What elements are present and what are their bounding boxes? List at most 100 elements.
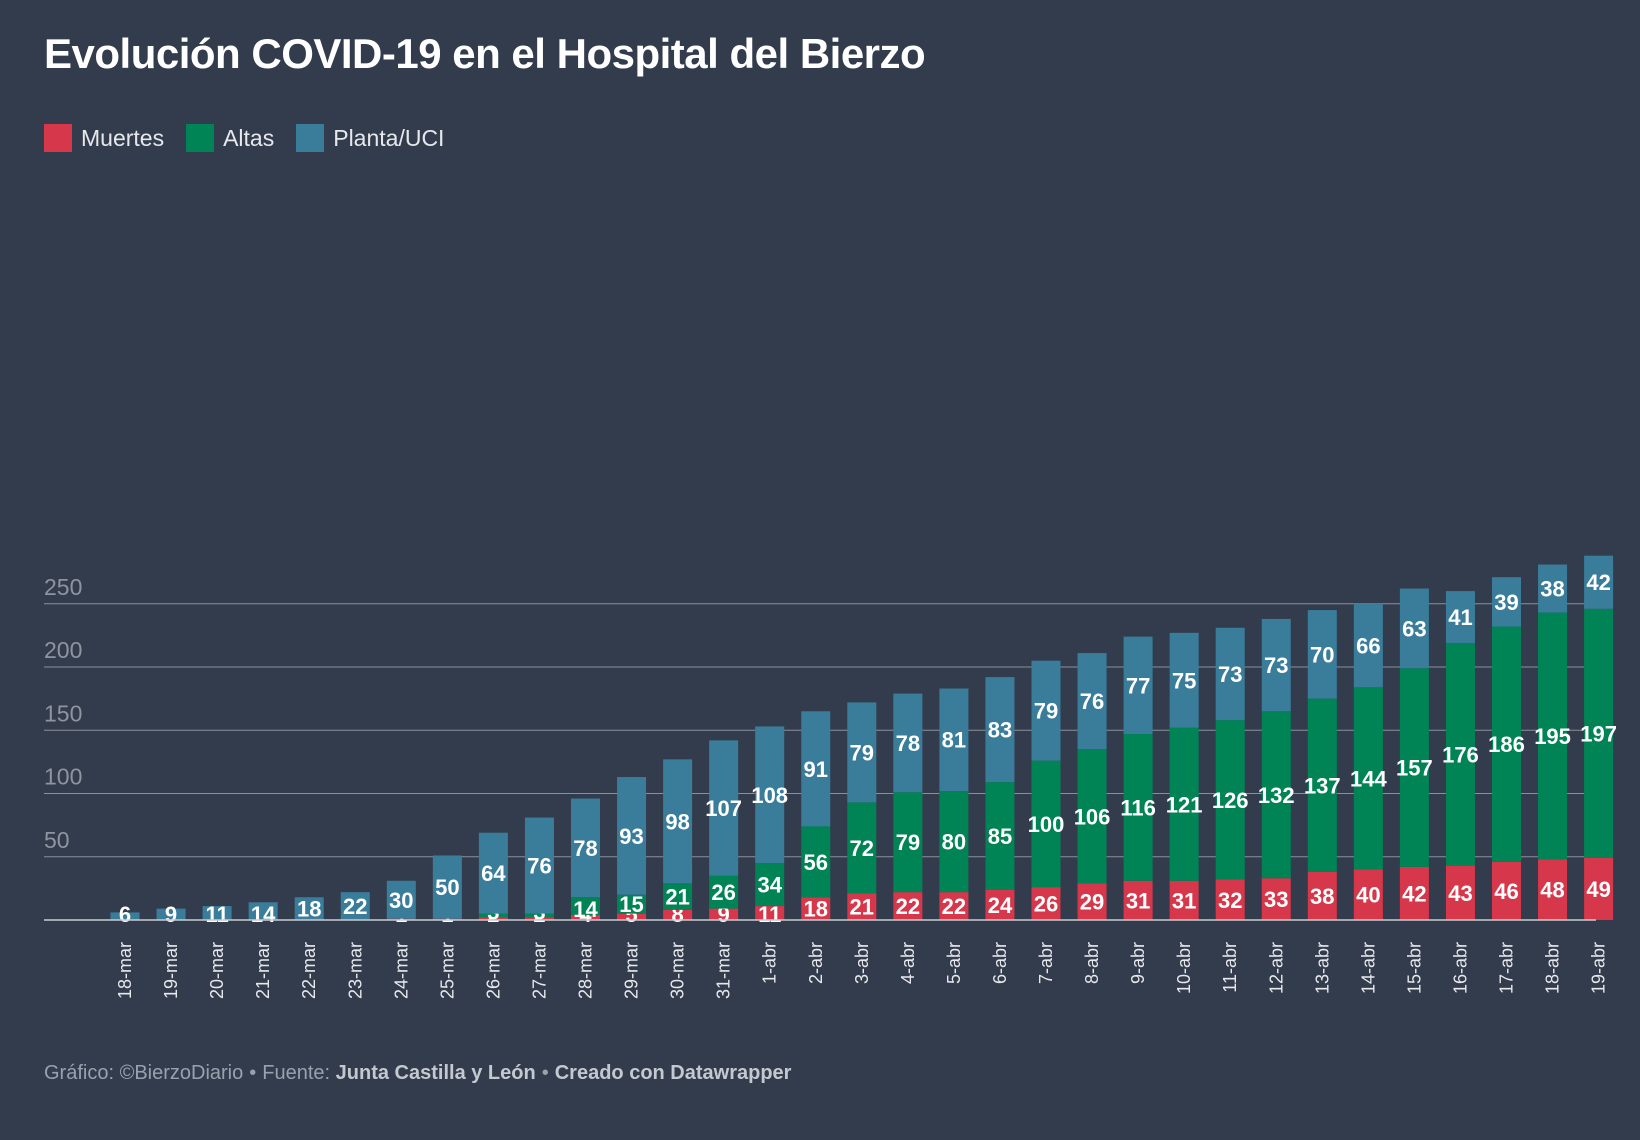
data-label-ward_icu: 39 [1494,590,1518,615]
data-label-discharges: 34 [757,873,782,898]
bar-segment-discharges [1123,734,1153,881]
data-label-discharges: 79 [896,830,920,855]
footer-separator: • [541,1062,549,1084]
data-label-deaths: 48 [1540,878,1564,903]
data-label-ward_icu: 76 [527,854,551,879]
data-label-discharges: 56 [804,850,828,875]
data-label-deaths: 29 [1080,890,1104,915]
bar-segment-discharges [1445,642,1475,866]
data-label-ward_icu: 107 [705,796,742,821]
x-tick-label: 19-mar [161,942,181,999]
bar-segment-discharges [1353,687,1383,870]
bar-segment-ward_icu [248,902,278,920]
bar-segment-deaths [1492,861,1521,920]
bar-segment-deaths [801,897,831,920]
x-tick-label: 31-mar [714,942,734,999]
bar-segment-deaths [985,889,1015,920]
bar-segment-ward_icu [340,892,370,920]
footer-separator: • [249,1062,257,1084]
bar-segment-discharges [985,782,1015,890]
data-label-ward_icu: 63 [1402,616,1426,641]
bar-segment-deaths [478,917,508,920]
data-label-discharges: 106 [1074,804,1111,829]
bar-segment-discharges [1215,720,1245,880]
x-tick-label: 17-abr [1497,942,1517,994]
bar-segment-ward_icu [709,740,739,876]
bar-segment-ward_icu [202,906,232,920]
data-label-discharges: 126 [1212,788,1249,813]
y-tick-label: 250 [44,574,82,600]
bar-segment-ward_icu [1077,653,1107,750]
x-tick-label: 3-abr [852,942,872,984]
data-label-ward_icu: 98 [665,809,689,834]
legend-item-ward-icu: Planta/UCI [296,124,444,152]
data-label-discharges: 116 [1120,795,1156,820]
data-label-ward_icu: 9 [165,902,177,927]
footer-credit-prefix: Gráfico: ©BierzoDiario [44,1062,244,1084]
data-label-ward_icu: 42 [1586,570,1610,595]
x-tick-label: 12-abr [1266,942,1286,994]
bar-segment-ward_icu [663,759,693,884]
data-label-ward_icu: 11 [205,902,228,927]
bar-segment-ward_icu [985,677,1015,783]
x-tick-label: 2-abr [806,942,826,984]
x-tick-label: 22-mar [299,942,319,999]
bar-segment-deaths [663,909,693,920]
data-label-ward_icu: 64 [481,861,506,886]
bar-segment-ward_icu [432,855,462,919]
bar-segment-deaths [524,917,554,920]
x-tick-label: 18-abr [1543,942,1563,994]
bar-segment-ward_icu [847,702,877,803]
x-tick-label: 20-mar [207,942,227,999]
data-label-deaths: 46 [1494,879,1518,904]
data-label-ward_icu: 78 [573,836,597,861]
bar-segment-deaths [939,892,969,920]
bar-segment-discharges [801,826,831,898]
data-label-ward_icu: 76 [1080,689,1104,714]
x-tick-label: 16-abr [1450,942,1470,994]
data-label-ward_icu: 70 [1310,642,1334,667]
x-tick-label: 4-abr [898,942,918,984]
data-label-discharges: 197 [1580,721,1617,746]
footer: Gráfico: ©BierzoDiario • Fuente: Junta Cas… [44,1062,791,1085]
x-tick-label: 18-mar [115,942,135,999]
data-label-ward_icu: 6 [119,902,131,927]
bar-segment-deaths [617,913,647,920]
data-label-discharges: 157 [1396,756,1433,781]
data-label-deaths: 31 [1172,888,1196,913]
bar-segment-deaths [1353,869,1383,920]
bar-segment-discharges [524,913,554,918]
x-tick-label: 24-mar [391,942,411,999]
data-label-discharges: 195 [1534,724,1571,749]
data-label-discharges: 176 [1442,742,1479,767]
data-label-discharges: 72 [850,836,874,861]
bar-segment-deaths [1215,879,1245,920]
bar-segment-ward_icu [1492,577,1521,627]
y-tick-label: 200 [44,637,82,663]
data-label-ward_icu: 81 [942,728,966,753]
legend-swatch-ward-icu [296,124,325,152]
bar-segment-discharges [1584,608,1614,859]
bar-segment-ward_icu [156,908,186,920]
bar-segment-ward_icu [893,693,923,793]
legend: Muertes Altas Planta/UCI [44,124,450,152]
legend-label-ward-icu: Planta/UCI [333,124,445,151]
bar-segment-ward_icu [571,798,600,898]
data-label-ward_icu: 38 [1540,577,1564,602]
bar-segment-deaths [1399,866,1429,920]
x-tick-label: 7-abr [1036,942,1056,984]
bar-segment-discharges [847,802,877,894]
bar-segment-ward_icu [294,897,324,920]
x-tick-label: 27-mar [529,942,549,999]
data-label-deaths: 42 [1402,881,1426,906]
data-label-ward_icu: 77 [1126,673,1150,698]
y-tick-label: 150 [44,700,82,726]
data-label-deaths: 31 [1126,888,1150,913]
bar-segment-ward_icu [1123,636,1153,735]
bar-segment-discharges [1169,727,1199,881]
legend-item-discharges: Altas [186,124,274,152]
x-tick-label: 29-mar [622,942,642,999]
bar-segment-deaths [1077,883,1107,920]
x-tick-label: 11-abr [1220,942,1240,993]
